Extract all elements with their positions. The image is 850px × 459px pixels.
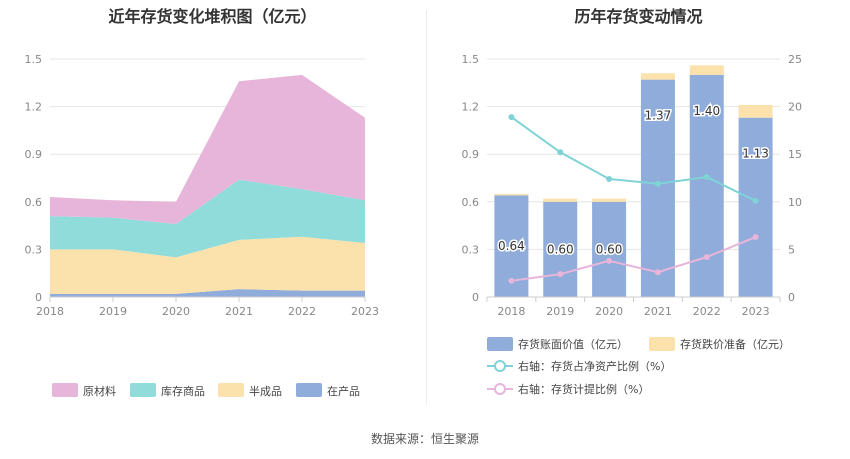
line-point-provision_line xyxy=(703,254,710,261)
bar-impairment xyxy=(494,193,529,196)
line-ratio_line xyxy=(510,116,757,202)
bar-impairment xyxy=(689,65,724,75)
x-tick-label: 2023 xyxy=(742,305,770,318)
y2-tick-label: 25 xyxy=(788,53,802,66)
line-point-ratio_line xyxy=(654,180,661,187)
line-point-ratio_line xyxy=(557,149,564,156)
y-tick-label: 0.9 xyxy=(462,148,480,161)
line-provision_line xyxy=(511,236,756,282)
line-point-provision_line xyxy=(557,271,564,278)
line-point-provision_line xyxy=(654,269,661,276)
legend-swatch-impairment xyxy=(649,337,675,351)
data-source-note: 数据来源：恒生聚源 xyxy=(370,432,479,446)
area-series-raw_material xyxy=(50,74,365,225)
y-tick-label: 1.2 xyxy=(462,101,480,114)
x-tick-label: 2018 xyxy=(36,305,64,318)
inventory-change-panel: 历年存货变动情况 0 0.3 0.6 0.9 1.2 1.5 0 5 10 15 20 25 2018 2… xyxy=(427,0,850,410)
x-tick-label: 2019 xyxy=(99,305,127,318)
legend-label: 在产品 xyxy=(327,384,360,398)
panel-divider xyxy=(426,10,427,405)
y-tick-label: 0.9 xyxy=(25,148,43,161)
y-tick-label: 0.6 xyxy=(462,196,480,209)
bar-value-label: 1.13 xyxy=(742,147,769,161)
x-tick-label: 2023 xyxy=(351,305,379,318)
line-point-provision_line xyxy=(606,257,613,264)
legend-label: 原材料 xyxy=(83,384,116,398)
x-tick-label: 2020 xyxy=(162,305,190,318)
inventory-change-bar-chart: 0 0.3 0.6 0.9 1.2 1.5 0 5 10 15 20 25 2018 2019 2020 20… xyxy=(462,53,803,396)
line-point-provision_line xyxy=(508,277,515,284)
y-tick-label: 1.5 xyxy=(462,53,480,66)
y2-tick-label: 0 xyxy=(788,291,795,304)
x-tick-label: 2022 xyxy=(288,305,316,318)
bar-value-label: 1.40 xyxy=(693,104,720,118)
x-tick-label: 2020 xyxy=(595,305,623,318)
y2-tick-label: 10 xyxy=(788,196,802,209)
legend-label: 右轴：存货占净资产比例（%） xyxy=(518,359,671,373)
y-tick-label: 0 xyxy=(472,291,479,304)
y-tick-label: 1.2 xyxy=(25,101,43,114)
bar-impairment xyxy=(592,198,627,202)
legend-marker-ratio_line xyxy=(494,360,506,372)
y2-tick-label: 5 xyxy=(788,243,795,256)
bar-book-value xyxy=(640,79,675,297)
left-chart-title: 近年存货变化堆积图（亿元） xyxy=(108,7,317,26)
x-tick-label: 2019 xyxy=(546,305,574,318)
y-tick-label: 0 xyxy=(35,291,42,304)
legend-swatch-semi xyxy=(218,383,244,397)
x-tick-label: 2021 xyxy=(225,305,253,318)
line-point-provision_line xyxy=(752,234,759,241)
area-series-semi xyxy=(50,236,365,294)
y-tick-label: 0.3 xyxy=(462,243,480,256)
bar-value-label: 0.60 xyxy=(596,242,623,256)
x-tick-label: 2021 xyxy=(644,305,672,318)
bar-value-label: 1.37 xyxy=(645,109,672,123)
legend-label: 存货跌价准备（亿元） xyxy=(680,337,790,351)
line-point-ratio_line xyxy=(703,174,710,181)
bar-book-value xyxy=(543,201,578,297)
y-tick-label: 1.5 xyxy=(25,53,43,66)
bar-impairment xyxy=(543,198,578,202)
bar-book-value xyxy=(738,117,773,297)
legend-swatch-wip xyxy=(296,383,322,397)
legend-swatch-raw_material xyxy=(52,383,78,397)
y2-tick-label: 20 xyxy=(788,101,802,114)
area-series-wip xyxy=(50,289,365,297)
legend-label: 右轴：存货计提比例（%） xyxy=(518,382,649,396)
inventory-stacked-area-panel: 近年存货变化堆积图（亿元） 0 0.3 0.6 0.9 1.2 1.5 2018 2019 20… xyxy=(0,0,425,410)
area-series-goods xyxy=(50,179,365,258)
y2-tick-label: 15 xyxy=(788,148,802,161)
legend-marker-provision_line xyxy=(494,383,506,395)
legend-swatch-book-value xyxy=(487,337,513,351)
x-tick-label: 2022 xyxy=(693,305,721,318)
legend-label: 半成品 xyxy=(249,384,282,398)
legend-label: 库存商品 xyxy=(161,384,205,398)
bar-impairment xyxy=(640,73,675,80)
legend-label: 存货账面价值（亿元） xyxy=(518,337,628,351)
bar-value-label: 0.60 xyxy=(547,242,574,256)
bar-book-value xyxy=(592,201,627,297)
line-point-ratio_line xyxy=(606,175,613,182)
y-tick-label: 0.3 xyxy=(25,243,43,256)
bar-impairment xyxy=(738,105,773,118)
line-point-ratio_line xyxy=(752,197,759,204)
x-tick-label: 2018 xyxy=(497,305,525,318)
right-chart-title: 历年存货变动情况 xyxy=(574,7,703,26)
bar-value-label: 0.64 xyxy=(498,239,525,253)
inventory-stacked-area-chart: 0 0.3 0.6 0.9 1.2 1.5 2018 2019 2020 2021 2022 2023… xyxy=(25,53,380,398)
legend-swatch-goods xyxy=(130,383,156,397)
line-point-ratio_line xyxy=(508,114,515,121)
y-tick-label: 0.6 xyxy=(25,196,43,209)
